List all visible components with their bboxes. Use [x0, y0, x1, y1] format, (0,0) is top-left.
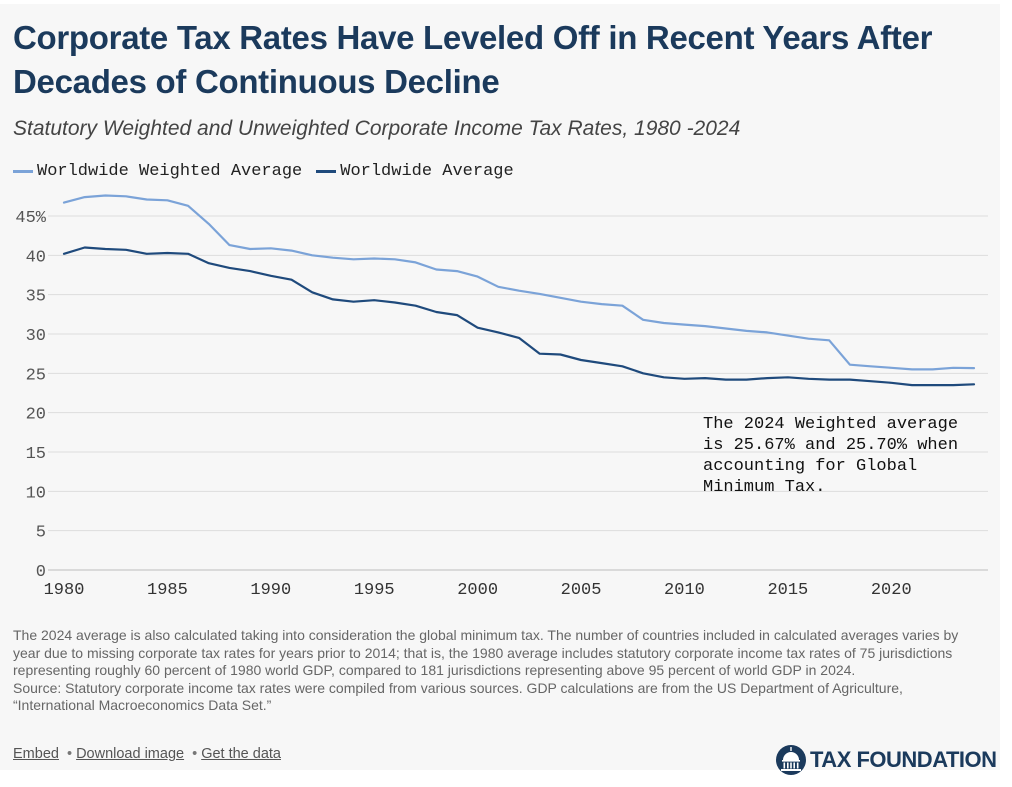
legend: Worldwide Weighted Average Worldwide Ave…	[13, 159, 528, 183]
chart-title: Corporate Tax Rates Have Leveled Off in …	[13, 19, 933, 100]
brand-name: TAX FOUNDATION	[810, 747, 997, 772]
x-tick-label: 2010	[664, 581, 705, 600]
legend-item-average: Worldwide Average	[316, 161, 514, 181]
series-line-average	[62, 246, 976, 387]
download-image-link[interactable]: Download image	[76, 746, 185, 762]
x-tick-label: 2000	[457, 581, 498, 600]
series-line-weighted	[62, 194, 976, 371]
legend-label-average: Worldwide Average	[340, 161, 514, 181]
y-tick-label: 40	[26, 248, 46, 267]
chart-card: Corporate Tax Rates Have Leveled Off in …	[0, 4, 1000, 775]
y-tick-label: 0	[36, 563, 46, 582]
note-source: Source: Statutory corporate income tax r…	[13, 679, 903, 714]
chart-subtitle: Statutory Weighted and Unweighted Corpor…	[13, 117, 741, 140]
footer-separator: •	[192, 746, 198, 762]
line-chart: 0 5 10 15 20 25 30 35 40 45% 1980 1985 1990 1995 2000…	[15, 194, 988, 600]
capitol-dome-icon	[776, 745, 806, 775]
y-tick-label: 10	[26, 484, 46, 503]
x-axis: 1980 1985 1990 1995 2000 2005 2010 2015 2020	[44, 581, 912, 600]
footer-separator: •	[66, 746, 73, 762]
y-tick-label: 45%	[15, 209, 46, 228]
chart-annotation: The 2024 Weighted average is 25.67% and …	[703, 415, 959, 497]
footer-links: Embed • Download image • Get the data	[13, 746, 281, 762]
legend-swatch-average	[316, 169, 337, 173]
legend-swatch-weighted	[13, 169, 33, 173]
x-tick-label: 1980	[44, 581, 85, 600]
y-axis: 0 5 10 15 20 25 30 35 40 45%	[15, 209, 46, 582]
y-tick-label: 35	[26, 288, 46, 307]
x-tick-label: 2005	[561, 581, 602, 600]
tax-foundation-logo[interactable]: TAX FOUNDATION	[775, 744, 997, 776]
x-tick-label: 1990	[250, 581, 291, 600]
series-lines	[62, 194, 976, 387]
y-tick-label: 20	[26, 406, 46, 425]
legend-label-weighted: Worldwide Weighted Average	[37, 161, 303, 181]
legend-item-weighted: Worldwide Weighted Average	[13, 162, 302, 181]
note-methodology: The 2024 average is also calculated taki…	[13, 627, 959, 678]
x-tick-label: 2020	[871, 581, 912, 600]
x-tick-label: 1985	[147, 581, 188, 600]
y-tick-label: 25	[26, 366, 46, 385]
y-tick-label: 30	[26, 327, 46, 346]
x-tick-label: 1995	[354, 581, 395, 600]
y-tick-label: 15	[26, 445, 46, 464]
get-data-link[interactable]: Get the data	[201, 746, 281, 762]
embed-link[interactable]: Embed	[13, 746, 59, 762]
chart-notes: The 2024 average is also calculated taki…	[13, 627, 988, 715]
y-tick-label: 5	[36, 524, 46, 543]
grid-lines	[48, 215, 988, 571]
x-tick-label: 2015	[767, 581, 808, 600]
